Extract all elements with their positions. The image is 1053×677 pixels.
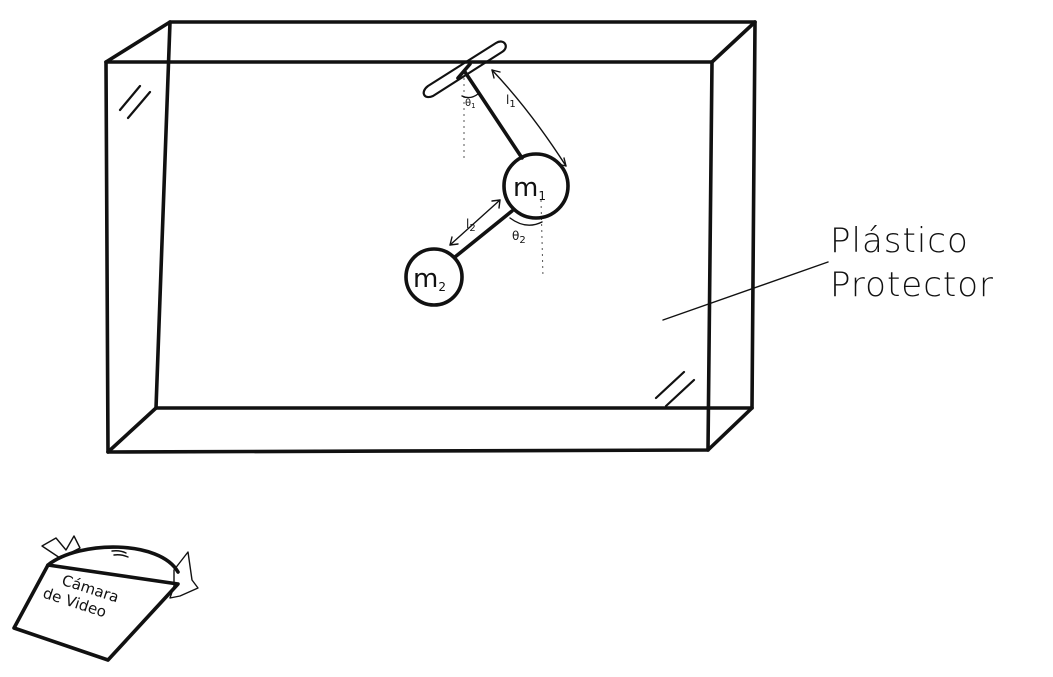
angle-2-label: θ2	[512, 229, 526, 246]
reference-vertical-2	[540, 199, 544, 279]
angle-1-label: θ1	[465, 98, 476, 110]
glass-glare-icon-lower	[654, 370, 696, 408]
protector-label-line1: Plástico	[830, 221, 969, 261]
protector-leader-line	[662, 261, 829, 321]
box-edge-bottom-left	[106, 406, 158, 454]
box-edge-top-right	[710, 20, 757, 64]
box-front-face	[104, 60, 714, 454]
camera-body	[12, 563, 180, 662]
rod-1	[463, 70, 524, 160]
mass-2-bob	[404, 247, 464, 307]
rod-2	[453, 209, 514, 259]
protector-label-line2: Protector	[830, 265, 994, 305]
angle-2-arc	[509, 217, 543, 226]
angle-1-arc	[461, 93, 479, 99]
length-2-label: l2	[466, 217, 476, 234]
protector-annotation: Plástico Protector	[662, 221, 994, 321]
mass-1-label: m1	[513, 173, 546, 203]
box-edge-top-left	[104, 20, 172, 64]
glass-glare-icon	[118, 84, 152, 120]
video-camera-icon: Cámara de Video	[12, 535, 199, 662]
camera-fin-right	[169, 551, 199, 599]
mass-2-label: m2	[413, 264, 446, 294]
double-pendulum: m1 m2 l1 l2 θ1 θ2	[404, 40, 570, 307]
length-2-dimension-arrow	[449, 199, 501, 246]
length-1-label: l1	[506, 93, 516, 110]
mass-1-bob	[502, 152, 570, 220]
box-edge-bottom-right	[706, 406, 754, 452]
camera-fin-left	[41, 535, 81, 559]
protective-box	[104, 20, 757, 454]
length-1-dimension-arrow	[491, 69, 567, 167]
box-back-face	[154, 20, 757, 410]
pivot-bracket	[422, 40, 507, 99]
